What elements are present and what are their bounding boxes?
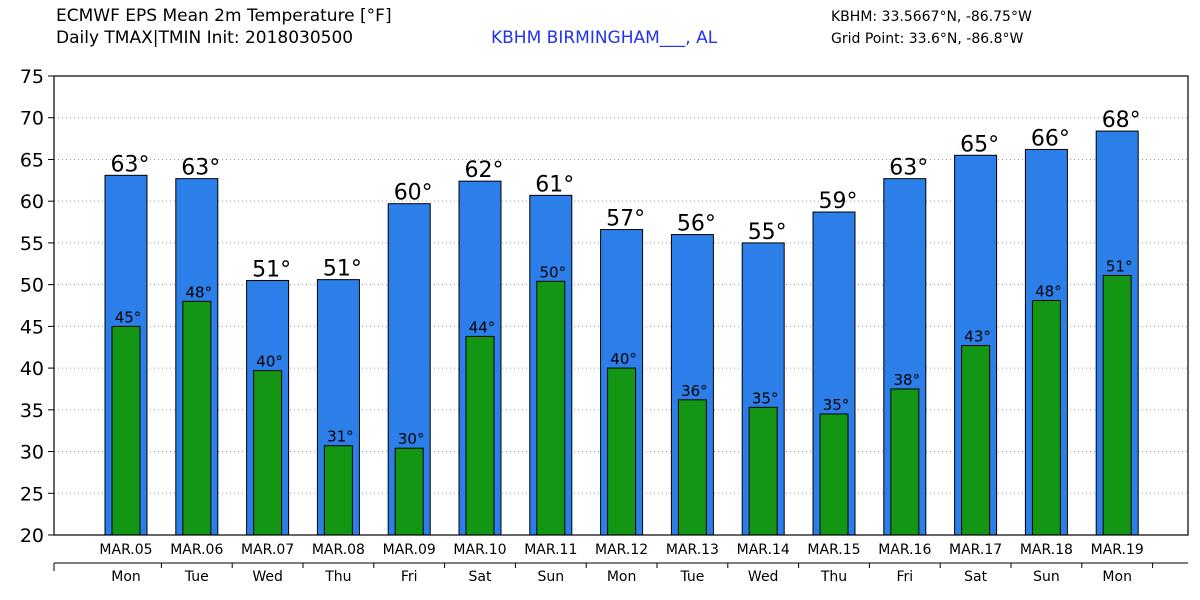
x-date-label: MAR.17 (949, 542, 1002, 558)
x-weekday-label: Tue (184, 569, 209, 585)
tmin-label: 30° (398, 430, 425, 448)
tmin-label: 51° (1106, 257, 1133, 275)
tmax-label: 65° (960, 132, 999, 157)
tmax-label: 66° (1031, 126, 1070, 151)
x-weekday-label: Fri (896, 569, 913, 585)
y-tick-label: 50 (20, 275, 44, 297)
x-weekday-label: Sun (537, 569, 564, 585)
y-tick-label: 60 (20, 191, 44, 213)
x-date-label: MAR.05 (99, 542, 152, 558)
grid-point: Grid Point: 33.6°N, -86.8°W (831, 31, 1024, 47)
x-date-label: MAR.09 (383, 542, 436, 558)
x-weekday-label: Wed (252, 569, 283, 585)
y-tick-label: 65 (20, 149, 44, 171)
tmax-label: 63° (889, 156, 928, 181)
x-weekday-label: Thu (324, 569, 351, 585)
chart-title: ECMWF EPS Mean 2m Temperature [°F] (56, 6, 392, 26)
tmax-label: 51° (323, 257, 362, 282)
tmin-bar (677, 399, 707, 536)
tmax-label: 55° (748, 220, 787, 245)
tmin-label: 40° (256, 353, 283, 371)
x-date-label: MAR.08 (312, 542, 365, 558)
tmin-bar (1102, 274, 1132, 536)
y-tick-label: 40 (20, 358, 44, 380)
x-date-label: MAR.10 (453, 542, 506, 558)
tmin-label: 48° (186, 283, 213, 301)
y-tick-label: 70 (20, 108, 44, 130)
y-tick-label: 35 (20, 400, 44, 422)
y-tick-label: 30 (20, 442, 44, 464)
tmin-bar (748, 406, 778, 536)
x-weekday-label: Mon (111, 569, 141, 585)
x-weekday-label: Sat (964, 569, 987, 585)
x-date-label: MAR.14 (737, 542, 790, 558)
tmin-bar (465, 335, 495, 536)
x-date-label: MAR.11 (524, 542, 577, 558)
x-date-label: MAR.18 (1020, 542, 1073, 558)
tmin-bar (961, 345, 991, 536)
tmin-bar (607, 367, 637, 536)
tmin-label: 44° (469, 318, 496, 336)
tmin-bar (253, 370, 283, 536)
tmax-label: 51° (252, 257, 291, 282)
tmin-label: 35° (752, 389, 779, 407)
tmin-label: 45° (115, 308, 142, 326)
tmin-bar (394, 447, 424, 536)
x-weekday-label: Tue (679, 569, 704, 585)
tmin-bar (323, 445, 353, 536)
tmin-label: 40° (610, 350, 637, 368)
station-coordinates: KBHM: 33.5667°N, -86.75°W (831, 9, 1032, 25)
tmin-bar (111, 325, 141, 536)
chart-subtitle: Daily TMAX|TMIN Init: 2018030500 (56, 28, 354, 48)
x-weekday-label: Mon (1102, 569, 1132, 585)
tmin-bar (890, 388, 920, 536)
plot-frame (53, 75, 1189, 536)
station-name: KBHM BIRMINGHAM___, AL (491, 28, 718, 48)
tmin-bar (819, 413, 849, 536)
tmax-label: 60° (394, 181, 433, 206)
tmin-label: 36° (681, 382, 708, 400)
tmin-label: 38° (894, 371, 921, 389)
tmin-label: 48° (1035, 282, 1062, 300)
tmin-bar (182, 300, 212, 536)
tmax-label: 61° (535, 172, 574, 197)
y-tick-label: 25 (20, 483, 44, 505)
x-weekday-label: Thu (820, 569, 847, 585)
x-date-label: MAR.12 (595, 542, 648, 558)
y-tick-label: 75 (20, 66, 44, 88)
x-weekday-label: Wed (748, 569, 779, 585)
tmin-label: 31° (327, 428, 354, 446)
x-weekday-label: Sat (469, 569, 492, 585)
x-weekday-label: Fri (401, 569, 418, 585)
x-date-label: MAR.07 (241, 542, 294, 558)
x-weekday-label: Mon (607, 569, 637, 585)
tmin-bar (536, 280, 566, 536)
y-tick-label: 45 (20, 316, 44, 338)
tmin-label: 35° (823, 396, 850, 414)
x-date-label: MAR.15 (807, 542, 860, 558)
x-date-label: MAR.13 (666, 542, 719, 558)
tmin-bar (1031, 299, 1061, 536)
tmax-label: 68° (1102, 108, 1141, 133)
tmax-label: 63° (181, 156, 220, 181)
y-tick-label: 20 (20, 525, 44, 547)
tmin-label: 50° (540, 263, 567, 281)
tmax-label: 62° (465, 158, 504, 183)
tmax-label: 57° (606, 207, 645, 232)
x-date-label: MAR.06 (170, 542, 223, 558)
x-date-label: MAR.19 (1091, 542, 1144, 558)
x-weekday-label: Sun (1033, 569, 1060, 585)
tmin-label: 43° (964, 328, 991, 346)
tmax-label: 63° (111, 152, 150, 177)
tmax-label: 56° (677, 212, 716, 237)
tmax-label: 59° (819, 189, 858, 214)
y-tick-label: 55 (20, 233, 44, 255)
x-date-label: MAR.16 (878, 542, 931, 558)
